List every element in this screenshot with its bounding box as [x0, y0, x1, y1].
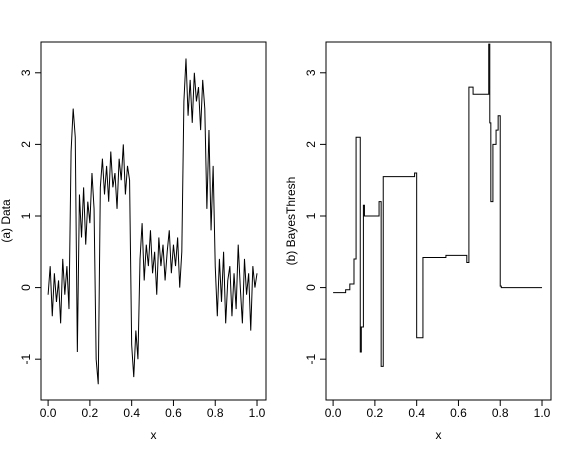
- x-tick-label: 0.4: [408, 406, 425, 420]
- y-tick-label: 3: [19, 69, 33, 76]
- y-axis-label: (b) BayesThresh: [284, 177, 298, 266]
- x-tick-label: 1.0: [534, 406, 551, 420]
- y-tick-label: 2: [19, 141, 33, 148]
- x-tick-label: 1.0: [249, 406, 266, 420]
- x-tick-label: 0.8: [207, 406, 224, 420]
- x-tick-label: 0.4: [123, 406, 140, 420]
- data-line: [47, 58, 258, 385]
- x-tick-label: 0.6: [450, 406, 467, 420]
- y-axis-label: (a) Data: [0, 199, 13, 243]
- x-tick-label: 0.6: [165, 406, 182, 420]
- y-tick-label: 1: [304, 212, 318, 219]
- y-tick-label: 3: [304, 69, 318, 76]
- x-tick-label: 0.0: [40, 406, 57, 420]
- y-tick-label: 1: [19, 212, 33, 219]
- y-tick-label: -1: [19, 354, 33, 365]
- y-tick-label: 0: [19, 284, 33, 291]
- x-tick-label: 0.2: [367, 406, 384, 420]
- y-tick-label: 0: [304, 284, 318, 291]
- x-tick-label: 0.2: [82, 406, 99, 420]
- y-tick-label: 2: [304, 141, 318, 148]
- x-axis-label: x: [151, 428, 157, 442]
- plot-frame: [40, 41, 267, 401]
- x-tick-label: 0.8: [492, 406, 509, 420]
- data-line: [333, 43, 543, 367]
- x-axis-label: x: [436, 428, 442, 442]
- plot-frame: [325, 41, 552, 401]
- y-tick-label: -1: [304, 354, 318, 365]
- x-tick-label: 0.0: [325, 406, 342, 420]
